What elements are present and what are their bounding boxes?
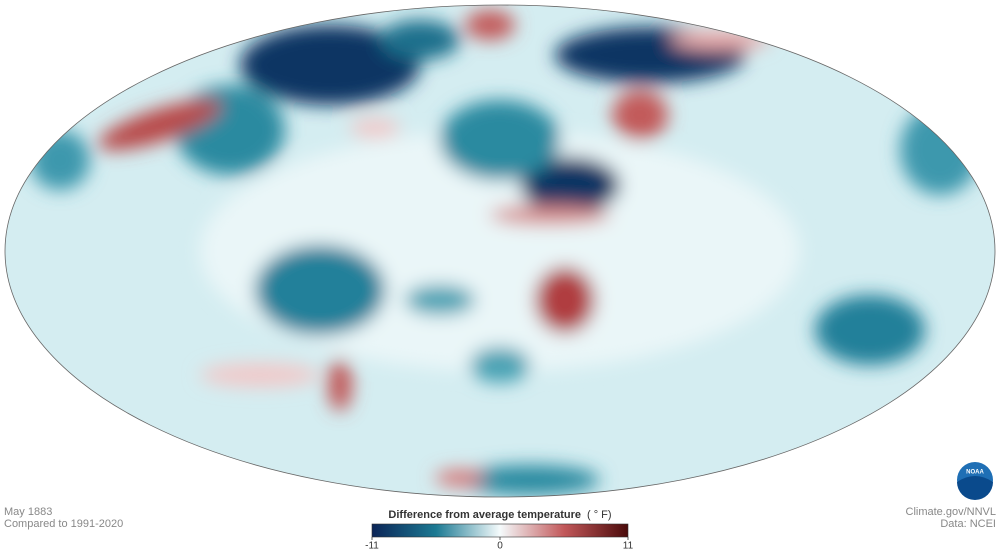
globe-outline <box>4 4 996 498</box>
noaa-logo: NOAA <box>957 462 993 500</box>
tick-label: 11 <box>623 541 634 552</box>
logo-text: NOAA <box>966 470 984 476</box>
credit-source: Climate.gov/NNVL <box>906 506 996 518</box>
legend-ticks: -11 0 11 <box>365 537 634 552</box>
anomaly-map <box>5 5 995 497</box>
date: May 1883 <box>4 506 52 518</box>
tick-label: -11 <box>365 541 379 552</box>
legend-title-text: Difference from average temperature <box>388 509 581 521</box>
color-scale <box>371 523 629 538</box>
credit-data: Data: NCEI <box>940 518 996 530</box>
baseline: Compared to 1991-2020 <box>4 518 123 530</box>
legend-title: Difference from average temperature ( ° F… <box>388 509 611 521</box>
tick-label: 0 <box>497 541 503 552</box>
legend-unit: ( ° F) <box>587 509 612 521</box>
